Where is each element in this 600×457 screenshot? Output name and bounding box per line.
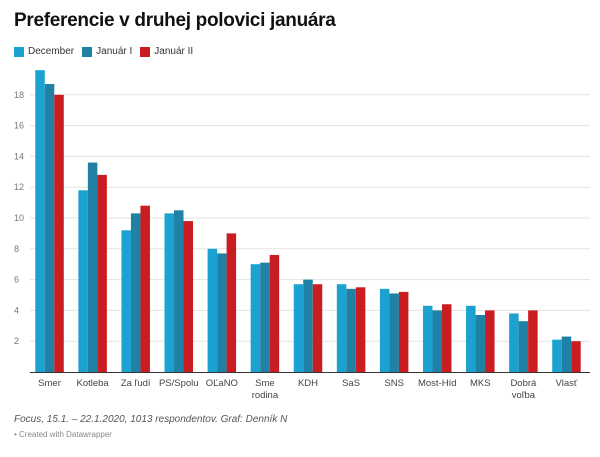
chart-title: Preferencie v druhej polovici januára (14, 10, 336, 31)
bar-január-ii (398, 291, 409, 372)
source-notes: Focus, 15.1. – 22.1.2020, 1013 responden… (14, 414, 288, 425)
bar-január-ii (571, 341, 581, 372)
bar-december (509, 313, 519, 372)
bar-január-i (346, 288, 356, 372)
y-tick-label: 18 (14, 90, 24, 100)
bar-december (336, 284, 347, 372)
x-tick-label: MKS (470, 378, 491, 389)
bar-január-ii (226, 233, 237, 372)
legend-label: Január I (96, 46, 133, 57)
legend-swatch (82, 46, 93, 57)
bar-január-ii (485, 310, 495, 372)
x-tick-label: PS/Spolu (159, 378, 199, 389)
y-tick-label: 4 (14, 305, 19, 315)
bar-január-i (518, 321, 529, 372)
x-tick-label: Sme rodina (252, 378, 279, 401)
legend-item-december: December (14, 46, 74, 57)
x-tick-label: OĽaNO (206, 378, 238, 389)
x-tick-label: SaS (342, 378, 360, 389)
legend-swatch (14, 46, 24, 57)
bar-december (35, 70, 45, 372)
x-tick-label: KDH (298, 378, 318, 389)
bar-január-ii (269, 254, 280, 372)
bar-december (466, 305, 476, 372)
bar-december (379, 288, 390, 372)
bar-december (422, 305, 433, 372)
bar-január-ii (97, 174, 107, 372)
legend-item-januar-1: Január I (82, 46, 132, 57)
bar-december (250, 264, 261, 372)
bar-december (293, 284, 304, 372)
bar-január-ii (312, 284, 323, 372)
bar-január-i (87, 162, 98, 372)
bar-január-i (130, 213, 141, 372)
bar-január-ii (183, 221, 194, 372)
y-tick-label: 10 (14, 213, 24, 223)
bar-január-ii (54, 94, 64, 373)
bar-január-i (389, 293, 399, 372)
x-tick-label: Dobrá voľba (510, 378, 537, 401)
bar-december (552, 339, 562, 372)
datawrapper-credit: • Created with Datawrapper (14, 430, 112, 439)
x-tick-label: Za ľudí (121, 378, 151, 389)
bar-január-i (260, 262, 270, 372)
bar-január-i (44, 84, 55, 373)
bar-december (207, 248, 218, 372)
x-tick-label: Most-Híd (418, 378, 457, 389)
bar-január-i (561, 336, 572, 372)
bar-december (121, 230, 131, 372)
x-tick-label: SNS (384, 378, 404, 389)
bar-január-i (475, 315, 486, 372)
x-tick-label: Kotleba (76, 378, 109, 389)
legend-label: Január II (154, 46, 194, 57)
y-tick-label: 14 (14, 151, 24, 161)
y-tick-label: 2 (14, 336, 19, 346)
y-tick-label: 8 (14, 244, 19, 254)
bar-chart: 2 4 6 8 10 12 14 16 18 Smer Kotleba Za ľudí PS/Spolu… (14, 70, 590, 401)
x-tick-label: Smer (38, 378, 61, 389)
x-tick-label: Vlasť (555, 378, 577, 389)
bar-január-i (303, 279, 313, 372)
y-tick-label: 12 (14, 182, 24, 192)
bar-január-ii (140, 205, 150, 372)
bar-január-i (174, 210, 184, 372)
legend-label: December (28, 46, 75, 57)
bar-január-ii (355, 287, 366, 372)
legend: December Január I Január II (14, 46, 193, 57)
y-tick-label: 6 (14, 275, 19, 285)
bar-január-ii (528, 310, 538, 372)
y-tick-label: 16 (14, 121, 24, 131)
legend-item-januar-2: Január II (140, 46, 193, 57)
bar-december (164, 213, 175, 372)
bar-január-ii (441, 304, 452, 372)
bar-január-i (217, 253, 227, 372)
bar-január-i (432, 310, 442, 372)
legend-swatch (140, 46, 151, 57)
bar-december (78, 190, 88, 372)
